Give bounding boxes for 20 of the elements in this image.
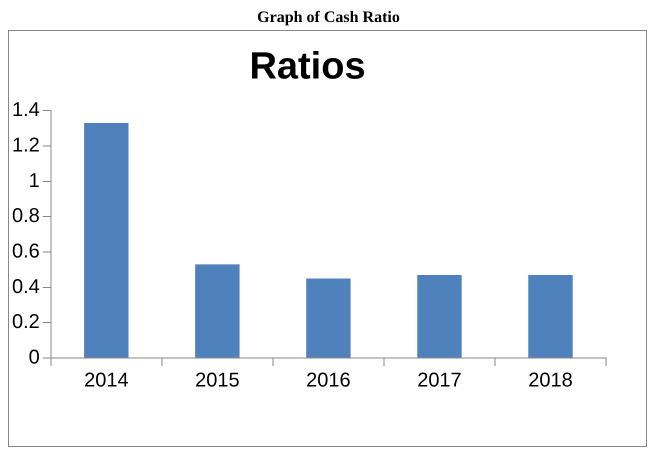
bar	[84, 122, 129, 358]
bar	[195, 264, 240, 358]
x-tick-label: 2018	[528, 370, 573, 392]
bar	[417, 274, 462, 358]
y-tick-label: 0	[28, 346, 40, 369]
text: Graph of Cash Ratio	[256, 8, 401, 28]
x-tick-label: 2017	[417, 370, 462, 392]
bar	[528, 274, 573, 358]
y-tick-label: 0.6	[12, 240, 40, 262]
bar	[306, 278, 351, 358]
y-tick-label: 1.2	[12, 134, 40, 156]
y-tick-label: 1.4	[12, 99, 40, 122]
y-tick-label: 0.8	[12, 205, 40, 228]
x-tick-label: 2016	[306, 370, 351, 392]
x-tick-label: 2014	[84, 370, 129, 392]
x-tick-label: 2015	[195, 370, 240, 392]
y-tick-label: 0.2	[12, 311, 40, 334]
y-tick-label: 0.4	[12, 276, 40, 298]
chart-title: Ratios	[249, 45, 366, 88]
y-tick-label: 1	[28, 170, 40, 192]
